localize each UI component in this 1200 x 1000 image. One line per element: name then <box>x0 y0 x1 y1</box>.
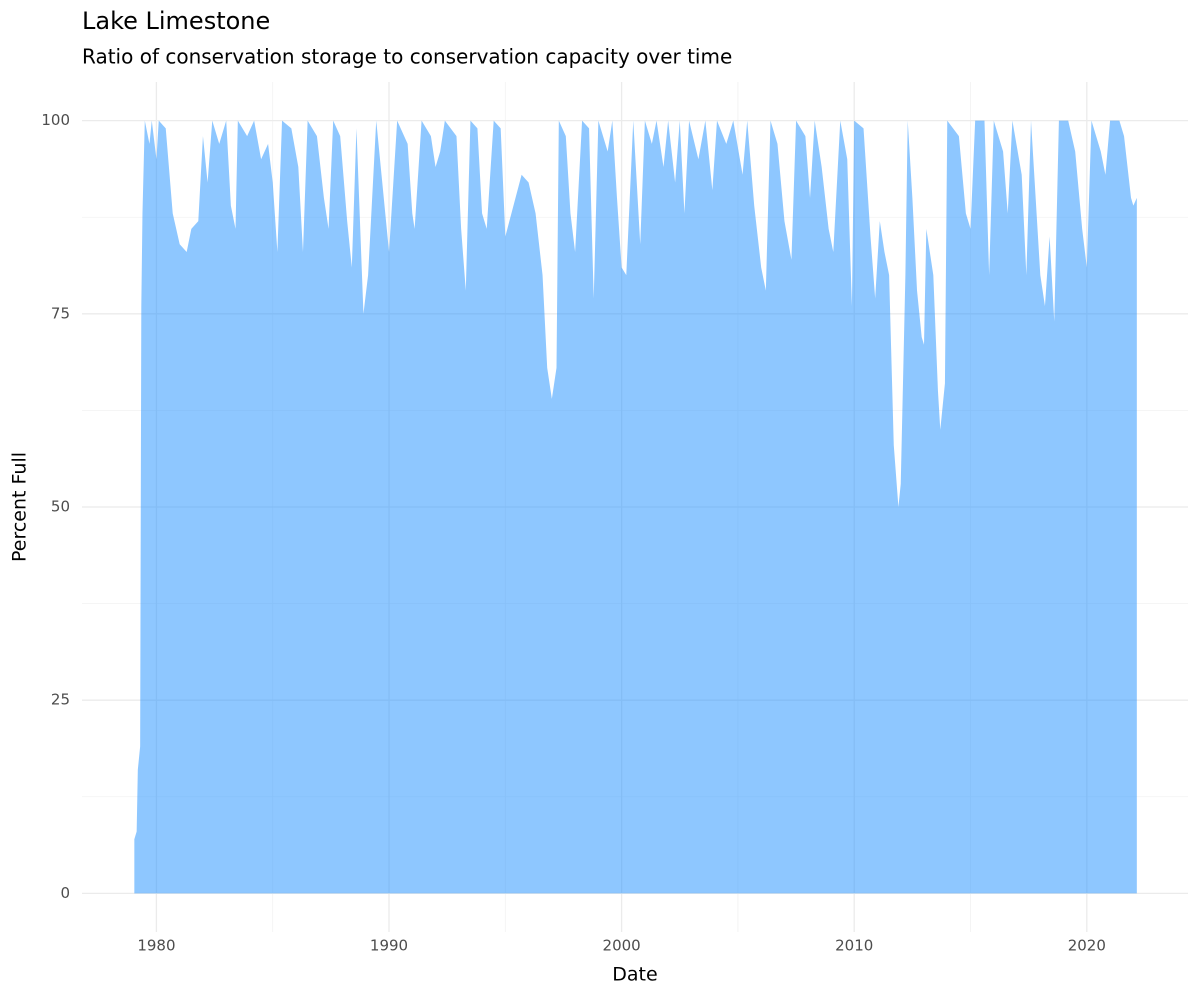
chart-subtitle: Ratio of conservation storage to conserv… <box>82 45 732 69</box>
x-tick-label: 2000 <box>603 937 641 955</box>
x-axis-label: Date <box>612 964 657 986</box>
area <box>134 120 1137 894</box>
x-tick-label: 2020 <box>1068 937 1106 955</box>
y-tick-label: 75 <box>51 304 70 322</box>
chart-title: Lake Limestone <box>82 7 270 35</box>
y-axis-label: Percent Full <box>9 452 31 562</box>
y-tick-label: 50 <box>51 498 70 516</box>
x-tick-label: 2010 <box>835 937 873 955</box>
x-tick-label: 1980 <box>137 937 175 955</box>
y-tick-label: 25 <box>51 691 70 709</box>
y-tick-label: 100 <box>41 111 70 129</box>
x-tick-label: 1990 <box>370 937 408 955</box>
y-tick-label: 0 <box>60 884 70 902</box>
